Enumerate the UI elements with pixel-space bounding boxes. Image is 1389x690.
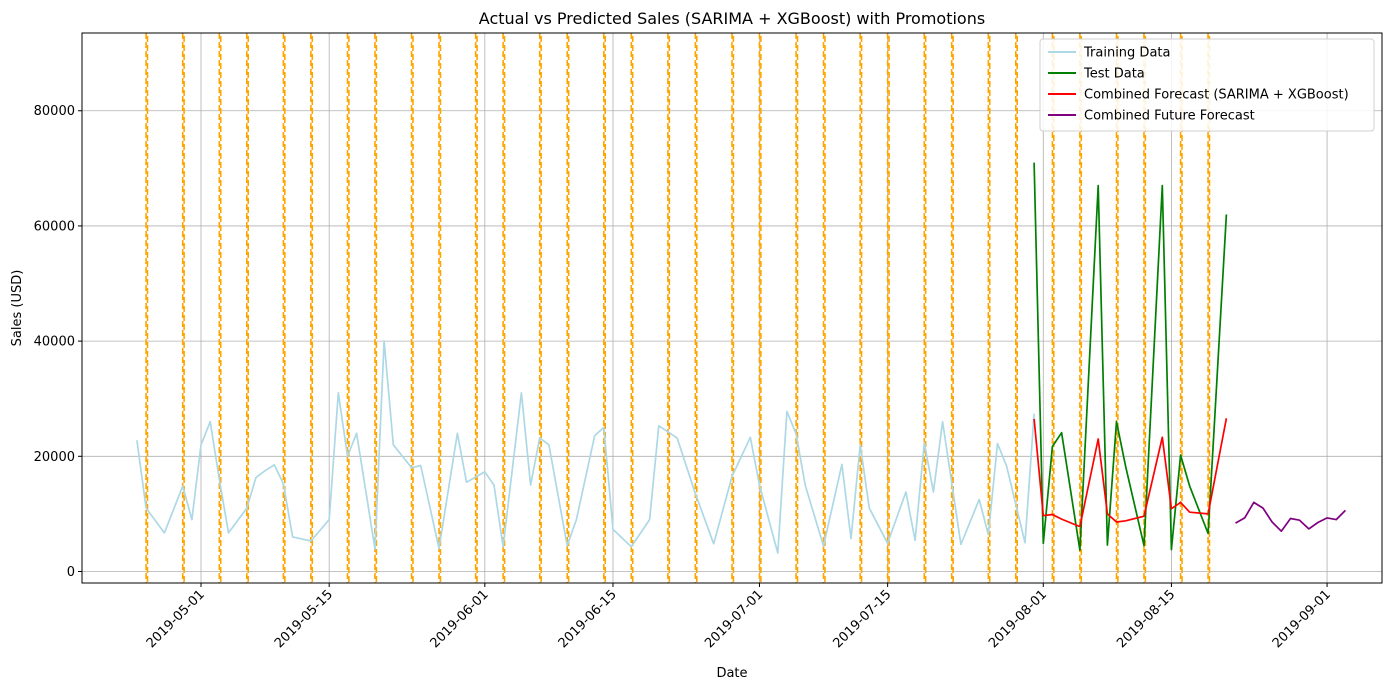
x-tick-label: 2019-05-01 xyxy=(144,587,208,651)
y-tick-label: 20000 xyxy=(34,450,75,465)
legend-label: Combined Forecast (SARIMA + XGBoost) xyxy=(1084,88,1349,103)
x-axis-title: Date xyxy=(716,666,747,681)
promotion-lines xyxy=(145,33,1211,583)
legend-box xyxy=(1039,38,1375,132)
x-axis-ticks: 2019-05-01 2019-05-15 2019-06-01 2019-06-15… xyxy=(144,583,1334,651)
legend-label: Test Data xyxy=(1083,67,1145,82)
y-axis-title: Sales (USD) xyxy=(10,270,25,347)
series-line-training-data xyxy=(136,340,1035,554)
series-line-combined-future-forecast xyxy=(1235,501,1347,533)
legend-label: Combined Future Forecast xyxy=(1084,109,1255,124)
x-tick-label: 2019-08-01 xyxy=(986,587,1050,651)
legend-label: Training Data xyxy=(1083,46,1170,61)
y-tick-label: 40000 xyxy=(34,335,75,350)
x-tick-label: 2019-07-01 xyxy=(702,587,766,651)
series-lines xyxy=(136,162,1347,554)
legend: Training Data Test Data Combined Forecast … xyxy=(1039,38,1375,132)
x-tick-label: 2019-06-15 xyxy=(556,587,620,651)
y-axis-ticks: 0 20000 40000 60000 80000 xyxy=(34,104,82,580)
x-tick-label: 2019-09-01 xyxy=(1270,587,1334,651)
x-tick-label: 2019-08-15 xyxy=(1114,587,1178,651)
y-tick-label: 80000 xyxy=(34,104,75,119)
plot-frame xyxy=(81,32,1383,584)
x-tick-label: 2019-05-15 xyxy=(272,587,336,651)
y-tick-label: 0 xyxy=(67,565,75,580)
series-line-test-data xyxy=(1033,162,1228,552)
chart-title: Actual vs Predicted Sales (SARIMA + XGBo… xyxy=(479,9,985,28)
x-tick-label: 2019-07-15 xyxy=(830,587,894,651)
y-tick-label: 60000 xyxy=(34,219,75,234)
x-tick-label: 2019-06-01 xyxy=(428,587,492,651)
series-line-combined-forecast-sarima-xgboost xyxy=(1033,418,1228,528)
